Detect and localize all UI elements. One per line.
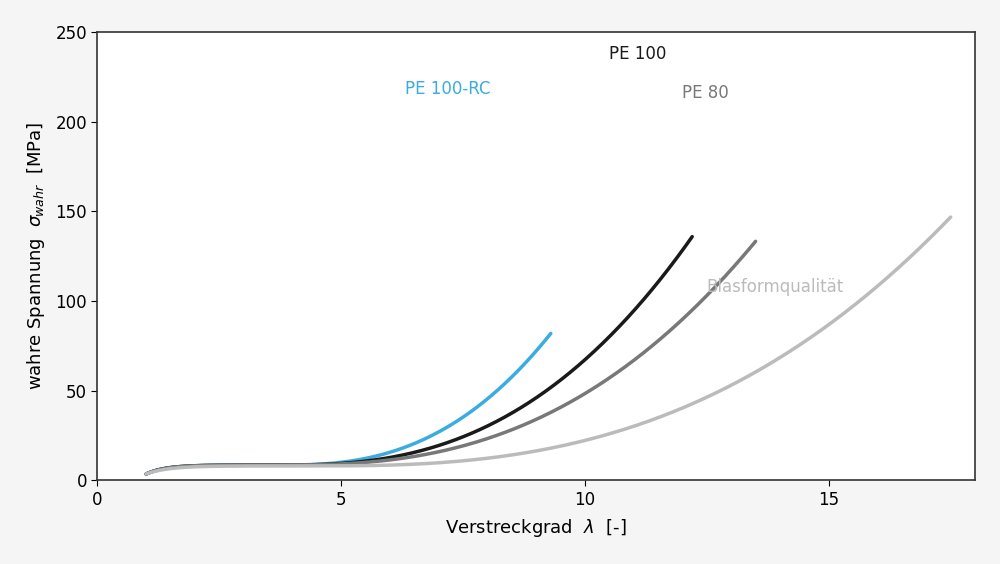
Text: PE 100: PE 100 [609,45,667,63]
X-axis label: Verstreckgrad  $\lambda$  [-]: Verstreckgrad $\lambda$ [-] [445,517,627,539]
Y-axis label: wahre Spannung  $\sigma_{\!\mathit{wahr}}$  [MPa]: wahre Spannung $\sigma_{\!\mathit{wahr}}… [25,122,47,390]
Text: PE 100-RC: PE 100-RC [405,81,490,98]
Text: PE 80: PE 80 [682,84,729,102]
Text: Blasformqualität: Blasformqualität [707,277,844,296]
